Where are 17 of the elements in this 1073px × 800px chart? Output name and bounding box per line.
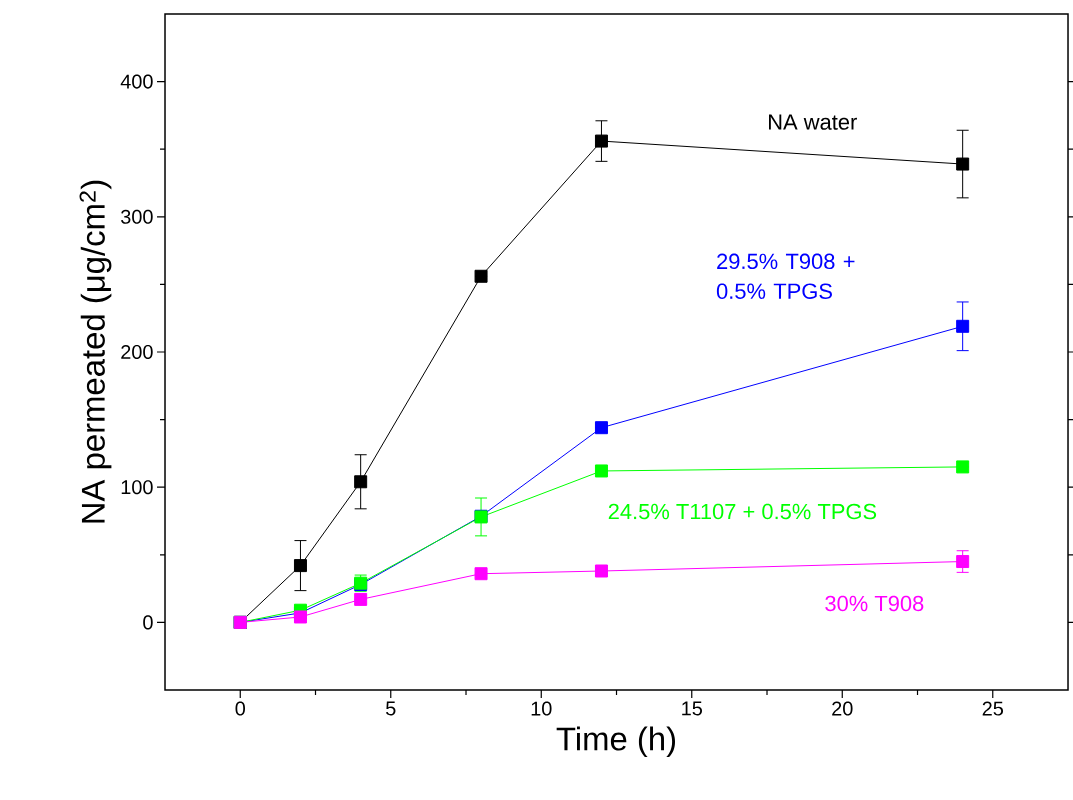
x-tick-label: 10	[531, 701, 552, 716]
x-tick-label: 20	[832, 701, 853, 716]
x-tick-label: 5	[386, 701, 396, 716]
x-tick-label: 25	[982, 701, 1004, 716]
x-axis-title: Time (h)	[556, 726, 676, 758]
y-tick-label: 0	[143, 615, 153, 630]
y-tick-label: 300	[121, 209, 153, 224]
series-label: NA water	[769, 114, 857, 130]
x-tick-label: 15	[682, 701, 703, 716]
y-tick-label: 200	[121, 344, 153, 360]
y-axis-title: NA permeated (μg/cm$^{2}$)	[79, 180, 112, 523]
y-tick-label: 100	[121, 480, 153, 495]
x-tick-label: 0	[235, 701, 246, 716]
y-tick-label: 400	[120, 74, 153, 89]
series-label: 24.5% T1107 + 0.5% TPGS	[608, 503, 877, 520]
text: 29.5% T908 + 0.5% TPGS	[716, 253, 855, 299]
series-label: 30% T908	[825, 595, 924, 612]
